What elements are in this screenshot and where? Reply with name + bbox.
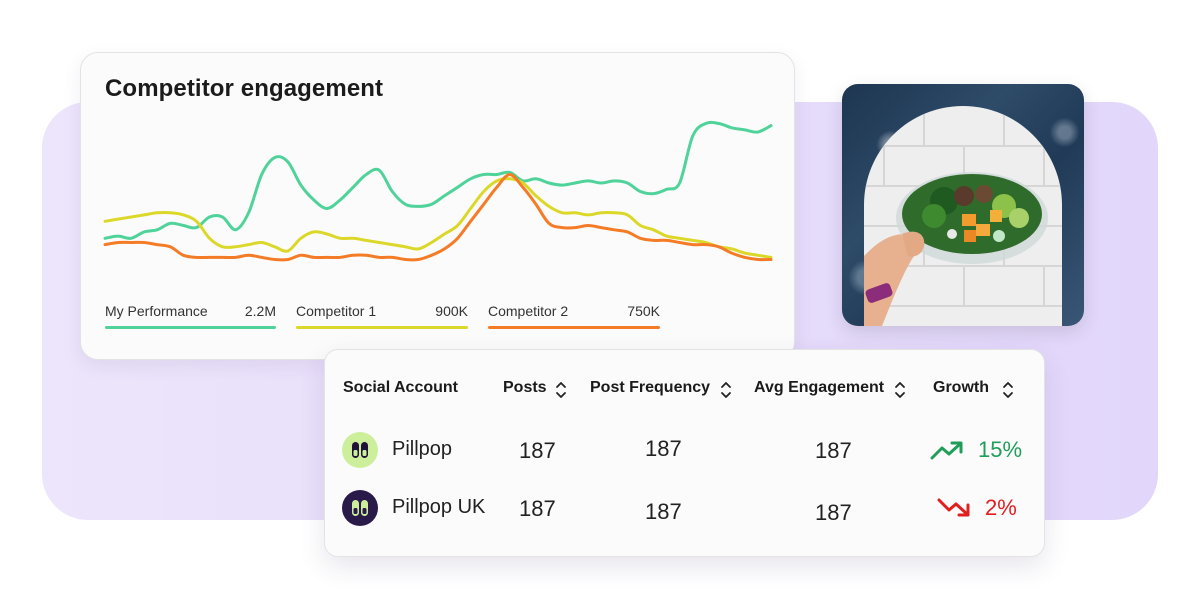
capsule-icon: [352, 500, 368, 516]
salad-bowl-illustration: [864, 106, 1062, 326]
sort-icon[interactable]: [894, 378, 906, 402]
legend-swatch: [488, 326, 660, 329]
post-frequency-value: 187: [645, 436, 682, 461]
sort-icon[interactable]: [555, 378, 567, 402]
account-name[interactable]: Pillpop UK: [392, 496, 486, 518]
legend-swatch: [296, 326, 468, 329]
growth-value: 15%: [978, 437, 1023, 462]
account-name[interactable]: Pillpop: [392, 438, 453, 460]
legend-item-competitor-2[interactable]: Competitor 2 750K: [488, 303, 660, 329]
legend-label: Competitor 1: [296, 303, 377, 319]
legend-value: 900K: [435, 303, 468, 319]
legend-label: Competitor 2: [488, 303, 569, 319]
column-header-social-account[interactable]: Social Account: [343, 379, 458, 396]
posts-value: 187: [519, 496, 556, 521]
competitor-engagement-card: Competitor engagement My Performance 2.2…: [80, 52, 795, 360]
series-line-competitor-2: [103, 173, 773, 262]
growth-value: 2%: [985, 495, 1017, 520]
social-accounts-table: Social Account Posts Post Frequency Avg …: [324, 349, 1045, 557]
posts-value: 187: [519, 438, 556, 463]
post-frequency-value: 187: [645, 499, 682, 524]
column-header-post-frequency[interactable]: Post Frequency: [590, 379, 711, 396]
legend-label: My Performance: [105, 303, 208, 319]
food-photo-card: [842, 84, 1084, 326]
legend-value: 2.2M: [244, 303, 276, 319]
trend-up-icon: [930, 441, 963, 460]
column-header-growth[interactable]: Growth: [933, 379, 989, 396]
account-avatar: [342, 490, 378, 526]
series-line-my-performance: [103, 120, 773, 240]
chart-title: Competitor engagement: [105, 75, 384, 102]
avg-engagement-value: 187: [815, 438, 852, 463]
trend-down-icon: [937, 498, 970, 517]
series-line-competitor-1: [103, 177, 773, 259]
capsule-icon: [352, 442, 368, 458]
engagement-line-chart: [103, 120, 773, 262]
legend-item-my-performance[interactable]: My Performance 2.2M: [105, 303, 276, 329]
legend-swatch: [105, 326, 276, 329]
legend-item-competitor-1[interactable]: Competitor 1 900K: [296, 303, 468, 329]
account-avatar: [342, 432, 378, 468]
column-header-posts[interactable]: Posts: [503, 379, 547, 396]
salad-bowl-photo: [864, 106, 1062, 326]
avg-engagement-value: 187: [815, 500, 852, 525]
column-header-avg-engagement[interactable]: Avg Engagement: [754, 379, 885, 396]
sort-icon[interactable]: [1002, 378, 1014, 402]
sort-icon[interactable]: [720, 378, 732, 402]
legend-value: 750K: [627, 303, 660, 319]
